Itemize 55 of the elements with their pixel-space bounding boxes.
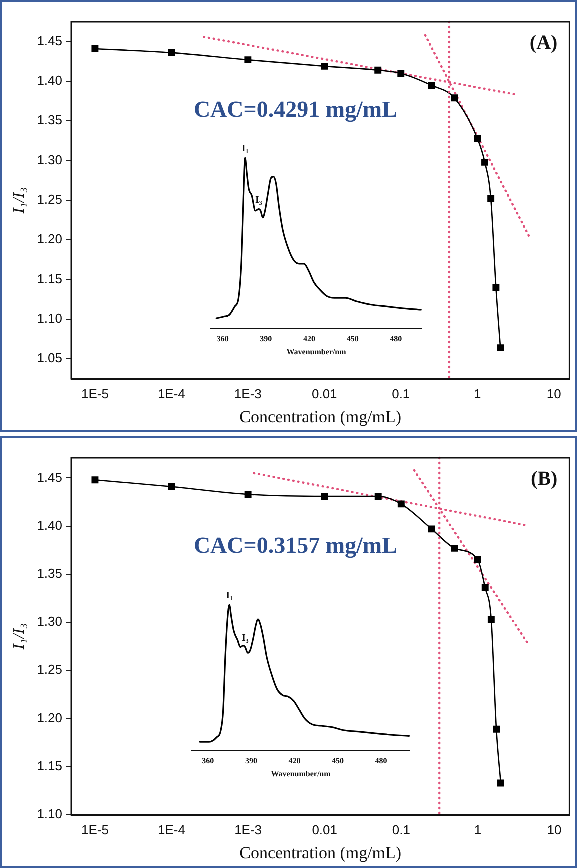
- y-tick-label: 1.35: [37, 112, 62, 128]
- annotation: I₁: [242, 144, 249, 155]
- annotation: I₃: [256, 194, 262, 206]
- annotation: I₁: [226, 590, 233, 602]
- y-tick-label: 1.05: [37, 350, 62, 366]
- x-tick-label: 480: [390, 334, 402, 344]
- y-tick-label: 1.25: [37, 192, 62, 208]
- x-tick-label: 1E-4: [158, 386, 186, 402]
- y-tick-label: 1.25: [37, 662, 62, 678]
- x-tick-label: 0.01: [312, 386, 338, 402]
- text: (B): [531, 468, 558, 490]
- x-axis-title: Wavenumber/nm: [271, 769, 332, 778]
- y-axis-title: I₁/I₃: [10, 187, 28, 215]
- y-tick-label: 1.30: [37, 152, 62, 168]
- x-axis-title: Concentration (mg/mL): [240, 407, 402, 426]
- x-tick-label: 480: [375, 756, 388, 766]
- y-tick-label: 1.40: [37, 73, 62, 88]
- x-tick-label: 450: [332, 756, 344, 766]
- x-tick-label: 10: [546, 386, 562, 402]
- text: (A): [530, 32, 558, 54]
- x-tick-label: 0.1: [392, 822, 410, 838]
- x-tick-label: 1E-5: [81, 822, 109, 838]
- x-tick-label: 1E-5: [81, 386, 109, 402]
- y-tick-label: 1.35: [37, 566, 62, 582]
- x-tick-label: 420: [303, 334, 316, 344]
- x-tick-label: 450: [346, 334, 359, 344]
- y-tick-label: 1.45: [37, 33, 62, 48]
- x-tick-label: 1: [474, 822, 482, 838]
- x-tick-label: 360: [216, 334, 229, 344]
- x-tick-label: 390: [260, 334, 272, 344]
- y-tick-label: 1.30: [37, 614, 62, 630]
- y-axis-title: I₁/I₃: [10, 623, 28, 651]
- x-axis-title: Wavenumber/nm: [286, 347, 347, 356]
- x-tick-label: 0.1: [392, 386, 410, 402]
- annotation: I₃: [242, 632, 249, 644]
- y-tick-label: 1.45: [37, 470, 62, 485]
- y-tick-label: 1.20: [37, 232, 62, 247]
- x-axis-title: Concentration (mg/mL): [240, 843, 402, 862]
- x-tick-label: 1E-4: [158, 822, 186, 838]
- y-tick-label: 1.20: [37, 710, 62, 726]
- x-tick-label: 360: [202, 756, 214, 766]
- y-tick-label: 1.40: [37, 518, 62, 533]
- x-tick-label: 420: [288, 756, 301, 766]
- x-tick-label: 10: [547, 822, 562, 838]
- y-tick-label: 1.15: [37, 758, 62, 774]
- annotation: CAC=0.4291 mg/mL: [194, 97, 398, 124]
- x-tick-label: 1E-3: [234, 386, 262, 402]
- x-tick-label: 1E-3: [234, 822, 262, 838]
- x-tick-label: 390: [245, 756, 258, 766]
- y-tick-label: 1.15: [37, 271, 62, 286]
- y-tick-label: 1.10: [37, 311, 62, 326]
- y-tick-label: 1.10: [37, 806, 62, 822]
- x-tick-label: 0.01: [312, 822, 338, 838]
- x-tick-label: 1: [474, 386, 482, 402]
- annotation: CAC=0.3157 mg/mL: [194, 533, 398, 560]
